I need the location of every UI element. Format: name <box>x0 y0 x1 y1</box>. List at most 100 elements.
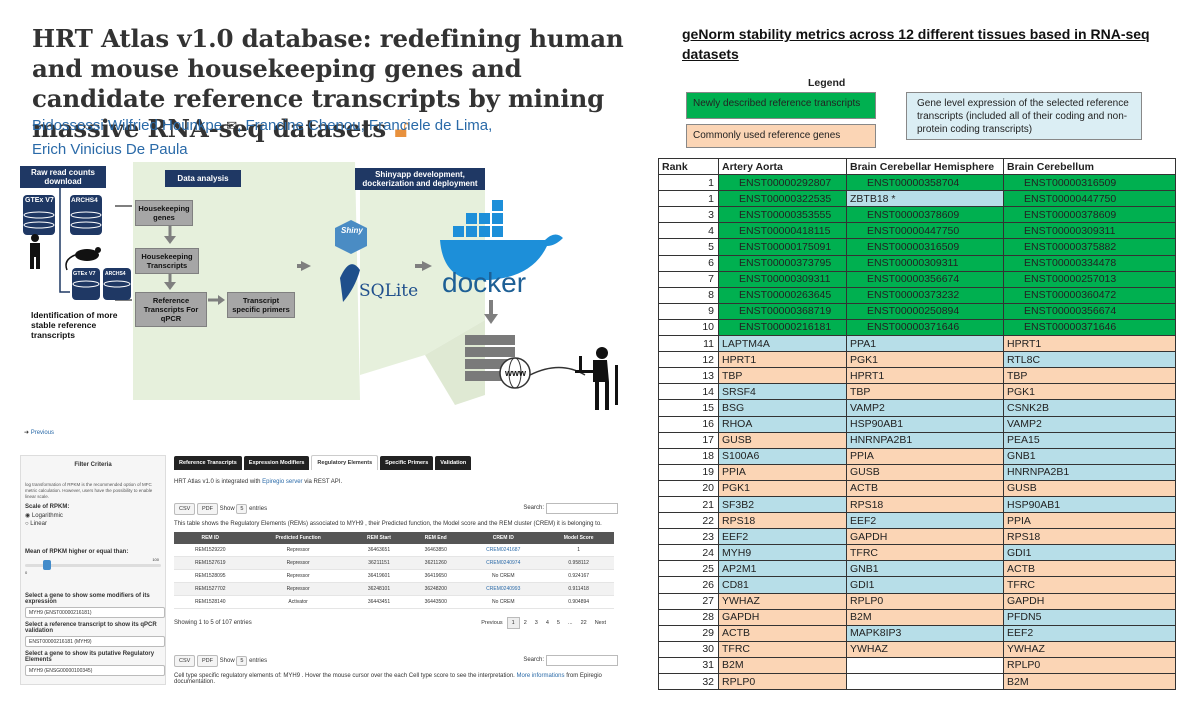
reg-header[interactable]: REM ID <box>174 532 247 544</box>
transcript-cell: TFRC <box>718 640 847 658</box>
select3-label: Select a gene to show its putative Regul… <box>25 651 155 663</box>
scale-logarithmic-text: Logarithmic <box>31 513 63 519</box>
rank-cell: 5 <box>658 238 719 256</box>
transcript-cell: RPLP0 <box>846 592 1004 610</box>
transcript-cell: GAPDH <box>846 528 1004 546</box>
transcript-cell: PEA15 <box>1003 431 1176 449</box>
regulatory-table: REM ID Predicted Function REM Start REM End… <box>174 532 614 609</box>
gene-modifiers-select[interactable]: MYH9 (ENST00000216181) <box>25 607 165 618</box>
pager-item[interactable]: 3 <box>534 620 538 626</box>
tab-validation[interactable]: Validation <box>435 456 472 470</box>
rank-cell: 25 <box>658 560 719 578</box>
reg-header[interactable]: Model Score <box>543 532 614 544</box>
csv-button[interactable]: CSV <box>174 503 196 515</box>
rank-cell: 1 <box>658 190 719 208</box>
slider-handle[interactable] <box>43 560 51 570</box>
tab-reference-transcripts[interactable]: Reference Transcripts <box>174 456 242 470</box>
genorm-row: 19 PPIA GUSB HNRNPA2B1 <box>658 463 1176 481</box>
pager-item[interactable]: 22 <box>580 620 587 626</box>
author-link[interactable]: Erich Vinicius De Paula <box>32 141 188 158</box>
genorm-row: 27 YWHAZ RPLP0 GAPDH <box>658 592 1176 610</box>
ref-transcript-select[interactable]: ENST00000216181 (MYH9) <box>25 636 165 647</box>
scale-logarithmic-option[interactable]: ◉ Logarithmic <box>25 512 161 519</box>
reg-header[interactable]: REM Start <box>349 532 409 544</box>
transcript-cell: SF3B2 <box>718 495 847 514</box>
search-input[interactable] <box>546 503 618 514</box>
transcript-cell: HPRT1 <box>718 351 847 369</box>
open-access-icon: 🔓︎ <box>394 114 410 143</box>
transcript-cell: ENST00000216181 <box>718 318 847 337</box>
pager-item[interactable]: 2 <box>523 620 527 626</box>
scale-label: Scale of RPKM: <box>25 504 70 510</box>
reg-cell: 36419650 <box>408 569 464 583</box>
transcript-cell: HPRT1 <box>1003 335 1176 353</box>
entries-select-2[interactable]: 5 <box>236 656 248 666</box>
mail-icon[interactable]: ✉ <box>226 118 238 133</box>
tab-regulatory-elements[interactable]: Regulatory Elements <box>311 455 379 470</box>
previous-link[interactable]: ➜ Previous <box>24 429 54 436</box>
search-input-2[interactable] <box>546 655 618 666</box>
entries-select[interactable]: 5 <box>236 504 248 514</box>
reg-cell: Repressor <box>246 544 350 557</box>
reg-cell[interactable]: CREM0240993 <box>463 582 544 596</box>
genorm-row: 15 BSG VAMP2 CSNK2B <box>658 399 1176 417</box>
paper-title: HRT Atlas v1.0 database: redefining huma… <box>32 24 632 144</box>
transcript-cell: ACTB <box>718 624 847 642</box>
reg-cell: 36443451 <box>349 595 409 609</box>
regulatory-gene-select[interactable]: MYH9 (ENSG00000100345) <box>25 665 165 676</box>
transcript-cell: ENST00000356674 <box>1003 302 1176 320</box>
pdf-button[interactable]: PDF <box>196 503 218 515</box>
genorm-row: 21 SF3B2 RPS18 HSP90AB1 <box>658 495 1176 514</box>
rank-cell: 17 <box>658 431 719 449</box>
reg-cell: 1 <box>543 544 614 557</box>
epiregio-link[interactable]: Epiregio server <box>262 479 303 485</box>
legend-green: Newly described reference transcripts <box>686 92 876 119</box>
tab-bar: Reference Transcripts Expression Modifier… <box>174 455 618 470</box>
reg-cell[interactable]: CREM0240974 <box>463 556 544 570</box>
reg-header[interactable]: CREM ID <box>463 532 544 544</box>
pager-item[interactable]: Next <box>594 620 606 626</box>
pdf-button-2[interactable]: PDF <box>196 655 218 667</box>
genorm-row: 29 ACTB MAPK8IP3 EEF2 <box>658 624 1176 642</box>
transcript-cell: TBP <box>846 383 1004 401</box>
author-link[interactable]: Franciele de Lima <box>368 117 489 134</box>
wf-analysis-box: Data analysis <box>165 170 241 187</box>
rank-cell: 31 <box>658 656 719 675</box>
previous-link-text: Previous <box>30 430 55 436</box>
celltype-link[interactable]: More informations <box>516 673 565 679</box>
pager-item[interactable]: 1 <box>506 617 520 629</box>
genorm-row: 31 B2M RPLP0 <box>658 656 1176 675</box>
slider-min-label: 0 <box>25 570 28 575</box>
transcript-cell: PGK1 <box>718 479 847 497</box>
wf-docker-logo: docker <box>442 267 527 298</box>
reg-header[interactable]: REM End <box>408 532 464 544</box>
rpkm-slider[interactable]: 0 100 <box>25 557 161 575</box>
pager-item[interactable]: 5 <box>556 620 560 626</box>
transcript-cell: PGK1 <box>1003 383 1176 401</box>
celltype-post: from Epiregio documentation. <box>174 673 602 685</box>
wf-hk-transcripts-box: Housekeeping Transcripts <box>135 248 199 274</box>
pager-item[interactable]: Previous <box>481 620 503 626</box>
wf-raw-box: Raw read counts download <box>20 166 106 188</box>
pager-item[interactable]: 4 <box>545 620 549 626</box>
author-link[interactable]: Francine Chenou <box>245 117 361 134</box>
scale-linear-option[interactable]: ○ Linear <box>25 521 161 527</box>
author-link[interactable]: Bidossessi Wilfried Hounkpe <box>32 117 223 134</box>
rank-cell: 12 <box>658 351 719 369</box>
wf-archs4-label: ARCHS4 <box>71 197 98 204</box>
reg-cell[interactable]: CREM0241687 <box>463 544 544 557</box>
transcript-cell: ENST00000250894 <box>846 302 1004 320</box>
reg-cell: 0.924167 <box>543 569 614 583</box>
tab-expression-modifiers[interactable]: Expression Modifiers <box>243 456 310 470</box>
csv-button-2[interactable]: CSV <box>174 655 196 667</box>
wf-shiny-box: Shinyapp development, dockerization and … <box>355 168 485 190</box>
transcript-cell: HPRT1 <box>846 367 1004 385</box>
reg-header[interactable]: Predicted Function <box>246 532 350 544</box>
genorm-row: 18 S100A6 PPIA GNB1 <box>658 447 1176 465</box>
transcript-cell: EEF2 <box>1003 624 1176 642</box>
tab-specific-primers[interactable]: Specific Primers <box>380 456 434 470</box>
rank-cell: 6 <box>658 254 719 272</box>
transcript-cell: RPLP0 <box>1003 656 1176 675</box>
transcript-cell: S100A6 <box>718 447 847 465</box>
transcript-cell: YWHAZ <box>846 640 1004 658</box>
